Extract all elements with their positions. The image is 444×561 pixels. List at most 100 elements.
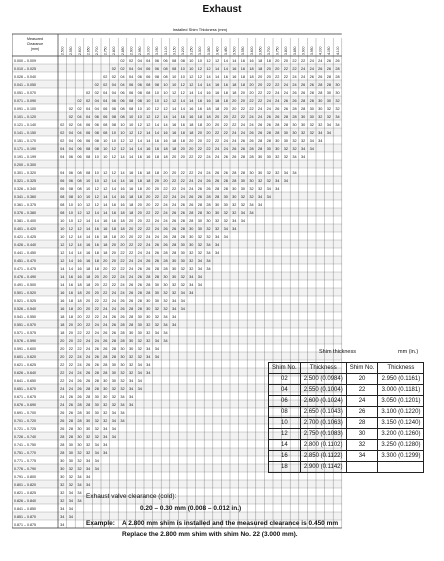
shim-cell: 26: [95, 363, 99, 367]
shim-table-row: 02 2.500 (0.0984) 20 2.950 (0.1161): [268, 373, 425, 385]
shim-cell: 32: [112, 403, 116, 407]
shim-cell: 30: [86, 427, 90, 431]
shim-cell: 18: [155, 171, 159, 175]
shim-cell: 28: [301, 107, 305, 111]
shim-cell: 30: [198, 219, 202, 223]
shim-cell: 32: [146, 331, 150, 335]
shim-cell: 16: [60, 299, 64, 303]
shim-cell: 34: [215, 235, 219, 239]
shim-cell: 22: [232, 115, 236, 119]
shim-cell: 24: [60, 395, 64, 399]
shim-cell: 02: [86, 91, 90, 95]
shim-cell: 18: [86, 267, 90, 271]
shim-cell: 34: [155, 347, 159, 351]
shim-cell: 24: [163, 203, 167, 207]
installed-column-label: 3.800: [284, 46, 288, 55]
shim-no-cell: 16: [268, 450, 301, 462]
shim-cell: 28: [60, 443, 64, 447]
shim-table-row: 18 2.900 (0.1142): [268, 461, 425, 473]
shim-cell: 22: [86, 331, 90, 335]
shim-cell: 20: [275, 67, 279, 71]
shim-cell: 26: [112, 315, 116, 319]
shim-cell: 22: [112, 267, 116, 271]
shim-cell: 18: [206, 107, 210, 111]
shim-cell: 34: [129, 387, 133, 391]
shim-cell: 26: [327, 59, 331, 63]
row-band: [12, 464, 342, 472]
shim-cell: 24: [301, 67, 305, 71]
shim-cell: 32: [138, 355, 142, 359]
shim-cell: 12: [172, 91, 176, 95]
clearance-range-label: 0.441 – 0.450: [14, 251, 36, 255]
shim-cell: 34: [129, 403, 133, 407]
shim-cell: 34: [181, 291, 185, 295]
shim-cell: 32: [284, 147, 288, 151]
shim-cell: 10: [69, 219, 73, 223]
shim-cell: 18: [120, 219, 124, 223]
shim-cell: 30: [275, 147, 279, 151]
clearance-range-label: 0.191 – 0.199: [14, 155, 36, 159]
shim-cell: 18: [198, 115, 202, 119]
shim-cell: 28: [120, 323, 124, 327]
shim-cell: 02: [120, 67, 124, 71]
shim-cell: 22: [215, 131, 219, 135]
shim-cell: 04: [86, 115, 90, 119]
shim-cell: 26: [284, 99, 288, 103]
shim-cell: 24: [249, 115, 253, 119]
shim-cell: 30: [77, 443, 81, 447]
shim-cell: 20: [181, 147, 185, 151]
shim-cell: 14: [77, 251, 81, 255]
shim-cell: 14: [103, 203, 107, 207]
shim-cell: 14: [86, 235, 90, 239]
shim-cell: 30: [120, 347, 124, 351]
shim-cell: 26: [172, 227, 176, 231]
shim-cell: 28: [95, 371, 99, 375]
shim-cell: 16: [181, 115, 185, 119]
shim-cell: 24: [120, 275, 124, 279]
shim-cell: 04: [95, 107, 99, 111]
shim-cell: 34: [95, 459, 99, 463]
thickness-cell: 3.000 (0.1181): [377, 384, 425, 396]
shim-cell: 20: [232, 99, 236, 103]
shim-cell: 32: [129, 363, 133, 367]
shim-cell: 22: [112, 283, 116, 287]
shim-cell: 20: [103, 259, 107, 263]
shim-cell: 14: [198, 91, 202, 95]
shim-cell: 34: [301, 155, 305, 159]
shim-cell: 04: [69, 131, 73, 135]
shim-cell: 02: [103, 75, 107, 79]
shim-cell: 24: [69, 387, 73, 391]
shim-cell: 20: [138, 211, 142, 215]
shim-cell: 18: [232, 83, 236, 87]
shim-cell: 10: [146, 107, 150, 111]
shim-cell: 14: [232, 59, 236, 63]
clearance-range-label: 0.381 – 0.400: [14, 219, 36, 223]
shim-cell: 30: [112, 379, 116, 383]
shim-cell: 16: [215, 83, 219, 87]
clearance-range-label: 0.551 – 0.570: [14, 323, 36, 327]
shim-no-cell: 10: [268, 417, 301, 429]
shim-cell: 26: [60, 419, 64, 423]
shim-cell: 22: [69, 355, 73, 359]
shim-cell: 32: [60, 483, 64, 487]
shim-cell: 18: [60, 315, 64, 319]
shim-cell: 16: [249, 59, 253, 63]
clearance-range-label: 0.200 – 0.300: [14, 163, 36, 167]
shim-cell: 32: [215, 227, 219, 231]
shim-cell: 20: [103, 267, 107, 271]
installed-column-label: 2.800: [112, 46, 116, 55]
shim-cell: 34: [198, 283, 202, 287]
shim-cell: 28: [86, 387, 90, 391]
shim-cell: 14: [138, 147, 142, 151]
shim-cell: 34: [120, 403, 124, 407]
shim-cell: 32: [163, 291, 167, 295]
row-band: [12, 512, 342, 520]
shim-cell: 10: [95, 179, 99, 183]
shim-cell: 32: [77, 459, 81, 463]
shim-cell: 34: [146, 363, 150, 367]
shim-cell: 30: [258, 171, 262, 175]
shim-cell: 22: [60, 363, 64, 367]
shim-cell: 28: [224, 179, 228, 183]
shim-cell: 20: [95, 291, 99, 295]
shim-cell: 28: [232, 171, 236, 175]
